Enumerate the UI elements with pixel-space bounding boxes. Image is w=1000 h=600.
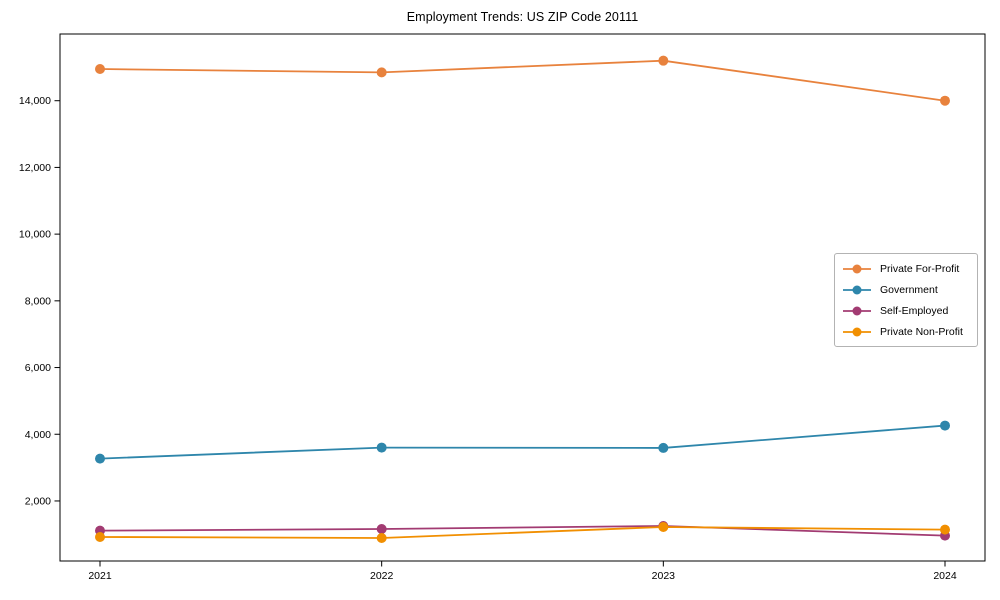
data-point-marker [376,442,387,453]
series-line [99,59,946,102]
legend-label: Private For-Profit [880,262,960,275]
legend-item-private-non-profit: Private Non-Profit [842,322,971,342]
series-line [99,424,946,460]
y-tick-label: 6,000 [25,362,51,374]
legend-label: Self-Employed [880,304,949,317]
data-point-marker [376,67,387,78]
legend-item-self-employed: Self-Employed [842,301,971,321]
legend-line-marker-icon [843,327,871,336]
series-line [99,525,946,537]
data-point-marker [658,442,669,453]
x-tick-label: 2021 [88,570,112,582]
data-point-marker [95,64,105,75]
legend-line-marker-icon [843,306,871,315]
legend-label: Private Non-Profit [880,325,963,338]
y-tick-label: 4,000 [25,429,51,441]
legend-item-government: Government [842,280,971,300]
x-tick-label: 2023 [652,570,676,582]
data-point-marker [658,55,669,66]
x-tick-label: 2024 [933,570,957,582]
legend-line-marker-icon [843,285,871,294]
y-tick-label: 8,000 [25,295,51,307]
series-line [99,526,946,539]
legend-label: Government [880,283,938,296]
legend-line-marker-icon [843,264,871,273]
data-point-marker [95,531,105,542]
y-tick-label: 10,000 [19,229,51,241]
data-point-marker [376,523,387,534]
y-tick-label: 12,000 [19,162,51,174]
data-point-marker [658,521,669,532]
x-tick-label: 2022 [370,570,394,582]
legend-item-private-for-profit: Private For-Profit [842,259,971,279]
data-point-marker [376,532,387,543]
data-point-marker [940,95,950,106]
data-point-marker [940,524,950,535]
data-point-marker [95,453,105,464]
y-tick-label: 14,000 [19,95,51,107]
data-point-marker [940,420,950,431]
axes-border [59,33,986,562]
chart-title: Employment Trends: US ZIP Code 20111 [406,10,639,24]
y-tick-label: 2,000 [25,495,51,507]
legend: Private For-Profit Government Self-Employe… [834,253,978,347]
